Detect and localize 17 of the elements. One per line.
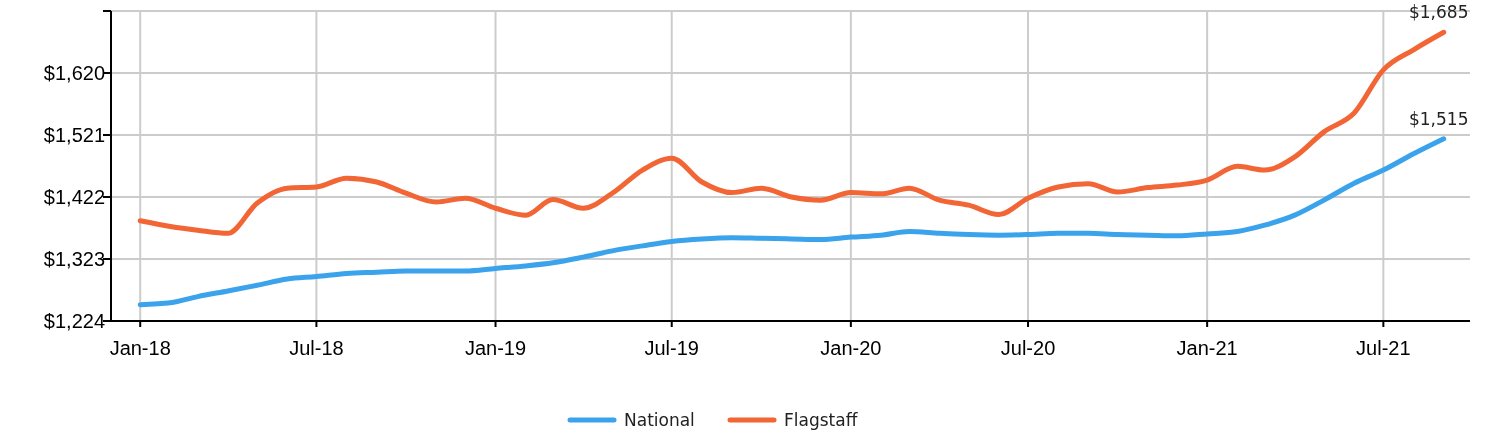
y-tick-label: $1,323 [43, 248, 105, 270]
x-tick-label: Jul-19 [644, 337, 699, 359]
x-tick-label: Jan-19 [464, 337, 527, 359]
y-tick-label: $1,620 [43, 62, 105, 84]
x-tick-label: Jan-18 [109, 337, 171, 359]
legend-label: National [624, 409, 695, 430]
data-label: $1,685 [1408, 2, 1469, 23]
x-tick-label: Jul-20 [1000, 337, 1056, 359]
x-tick-label: Jan-21 [1176, 337, 1238, 359]
x-tick-label: Jul-21 [1356, 337, 1411, 359]
legend-label: Flagstaff [784, 409, 859, 430]
y-tick-label: $1,521 [43, 124, 105, 146]
y-tick-label: $1,422 [43, 186, 105, 208]
x-tick-label: Jan-20 [820, 337, 882, 359]
y-tick-label: $1,224 [43, 310, 105, 332]
data-label: $1,515 [1408, 108, 1469, 129]
x-tick-label: Jul-18 [289, 337, 344, 359]
